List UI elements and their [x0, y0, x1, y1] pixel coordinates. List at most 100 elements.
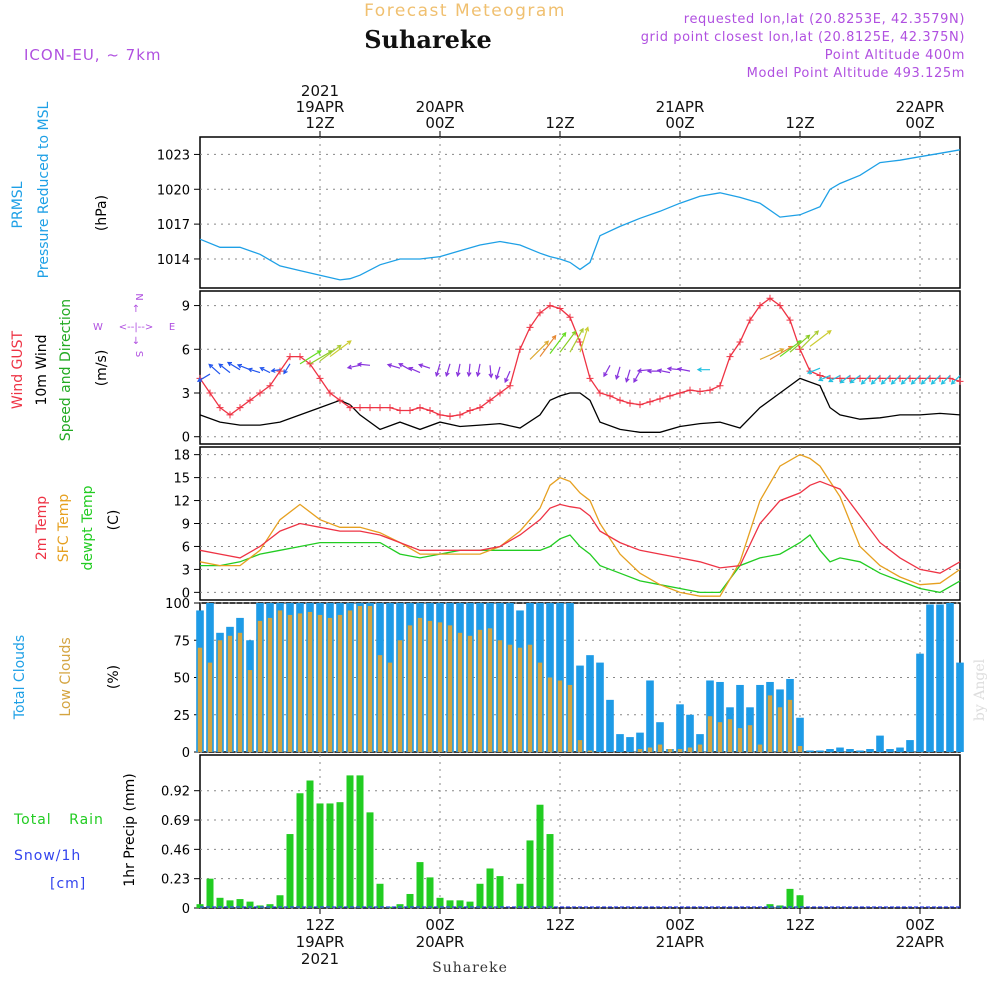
- low-cloud-bar: [687, 747, 693, 752]
- total-cloud-bar: [816, 750, 824, 752]
- rain-bar: [486, 868, 494, 908]
- compass-n: N: [133, 293, 144, 300]
- gust-marker: [736, 338, 744, 346]
- wind-direction-arrow: [259, 367, 271, 374]
- rain-bar: [216, 897, 224, 908]
- bottom-time-label: 00Z: [665, 916, 694, 934]
- low-cloud-bar: [387, 662, 393, 752]
- wind-direction-arrow: [455, 363, 461, 378]
- wind-direction-arrow: [818, 374, 831, 382]
- bottom-time-label: 20APR: [416, 933, 465, 951]
- low-cloud-bar: [267, 617, 273, 752]
- low-cloud-bar: [767, 695, 773, 752]
- wind-direction-arrow: [900, 375, 911, 385]
- pressure-line: [199, 149, 961, 281]
- total-cloud-bar: [876, 735, 884, 752]
- low-cloud-bar: [437, 622, 443, 752]
- low-cloud-bar: [227, 635, 233, 752]
- temp-tick-label: 18: [173, 449, 190, 464]
- compass-e: E: [169, 322, 175, 333]
- gust-marker: [766, 294, 774, 302]
- low-cloud-bar: [497, 640, 503, 752]
- gust-marker: [226, 411, 234, 419]
- precip-tick-label: 0: [182, 902, 190, 917]
- gust-marker: [216, 404, 224, 412]
- rain-bar: [376, 883, 384, 908]
- top-time-label: 2021: [301, 82, 339, 100]
- total-rain-label: Total Rain: [13, 812, 104, 828]
- wind-direction-arrow: [950, 375, 961, 385]
- wind-direction-arrow: [488, 365, 494, 379]
- pressure-tick-label: 1014: [157, 253, 190, 268]
- compass-w: W: [93, 322, 103, 333]
- rain-bar: [296, 793, 304, 908]
- top-time-label: 12Z: [545, 114, 574, 132]
- total-cloud-bar: [866, 749, 874, 752]
- gust-marker: [606, 392, 614, 400]
- clouds-tick-label: 75: [173, 634, 190, 649]
- rain-bar: [336, 802, 344, 908]
- wind-direction-arrow: [434, 363, 441, 378]
- low-cloud-bar: [357, 605, 363, 752]
- point-altitude: Point Altitude 400m: [825, 48, 965, 63]
- gust-marker: [476, 404, 484, 412]
- clouds-tick-label: 0: [182, 746, 190, 761]
- wind-direction-arrow: [870, 375, 881, 385]
- low-cloud-bar: [587, 750, 593, 752]
- wind-direction-arrow: [208, 363, 221, 375]
- wind-direction-arrow: [676, 366, 691, 372]
- wind-direction-arrow: [529, 340, 550, 360]
- wind-tick-label: 0: [182, 431, 190, 446]
- rain-bar: [446, 900, 454, 908]
- total-cloud-bar: [676, 704, 684, 752]
- rain-bar: [346, 775, 354, 908]
- low-cloud-bar: [787, 699, 793, 752]
- temp-tick-label: 12: [173, 495, 190, 510]
- rain-bar: [456, 900, 464, 908]
- wind-direction-arrow: [346, 364, 361, 370]
- rain-bar: [206, 878, 214, 908]
- wind-frame: [199, 290, 961, 445]
- clouds-tick-label: 100: [165, 597, 190, 612]
- total-cloud-bar: [946, 603, 954, 752]
- rain-bar: [266, 904, 274, 908]
- wind-direction-arrow: [319, 344, 342, 362]
- low-cloud-bar: [467, 635, 473, 752]
- low-cloud-bar: [557, 680, 563, 752]
- gust-marker: [446, 412, 454, 420]
- wind-direction-arrow: [799, 330, 820, 350]
- top-time-label: 19APR: [296, 98, 345, 116]
- rain-bar: [416, 862, 424, 908]
- wind-tick-label: 6: [182, 343, 190, 358]
- model-altitude: Model Point Altitude 493.125m: [747, 66, 965, 81]
- top-time-label: 12Z: [785, 114, 814, 132]
- top-time-label: 22APR: [896, 98, 945, 116]
- gust-marker: [426, 406, 434, 414]
- gust-marker: [346, 404, 354, 412]
- rain-bar: [276, 895, 284, 908]
- low-cloud-bar: [207, 662, 213, 752]
- gust-line: [199, 297, 961, 417]
- wind-direction-arrow: [880, 375, 891, 385]
- bottom-time-label: 12Z: [545, 916, 574, 934]
- total-cloud-bar: [896, 747, 904, 752]
- wind-direction-arrow: [828, 374, 841, 383]
- wind-direction-arrow: [624, 369, 631, 383]
- low-cloud-bar: [577, 740, 583, 752]
- rain-bar: [546, 834, 554, 908]
- wind-direction-arrow: [494, 366, 501, 380]
- low-cloud-bar: [427, 620, 433, 752]
- wind-direction-arrow: [218, 363, 231, 374]
- total-cloud-bar: [716, 681, 724, 752]
- wind-direction-arrow: [270, 368, 281, 373]
- gust-marker: [576, 338, 584, 346]
- rain-bar: [286, 834, 294, 908]
- low-cloud-bar: [487, 628, 493, 752]
- low-cloud-bar: [277, 610, 283, 752]
- wind-direction-arrow: [789, 334, 811, 353]
- low-cloud-bar: [417, 617, 423, 752]
- low-cloud-bar: [367, 605, 373, 752]
- total-clouds-label: Total Clouds: [12, 635, 28, 720]
- low-cloud-bar: [447, 625, 453, 752]
- total-cloud-bar: [606, 699, 614, 752]
